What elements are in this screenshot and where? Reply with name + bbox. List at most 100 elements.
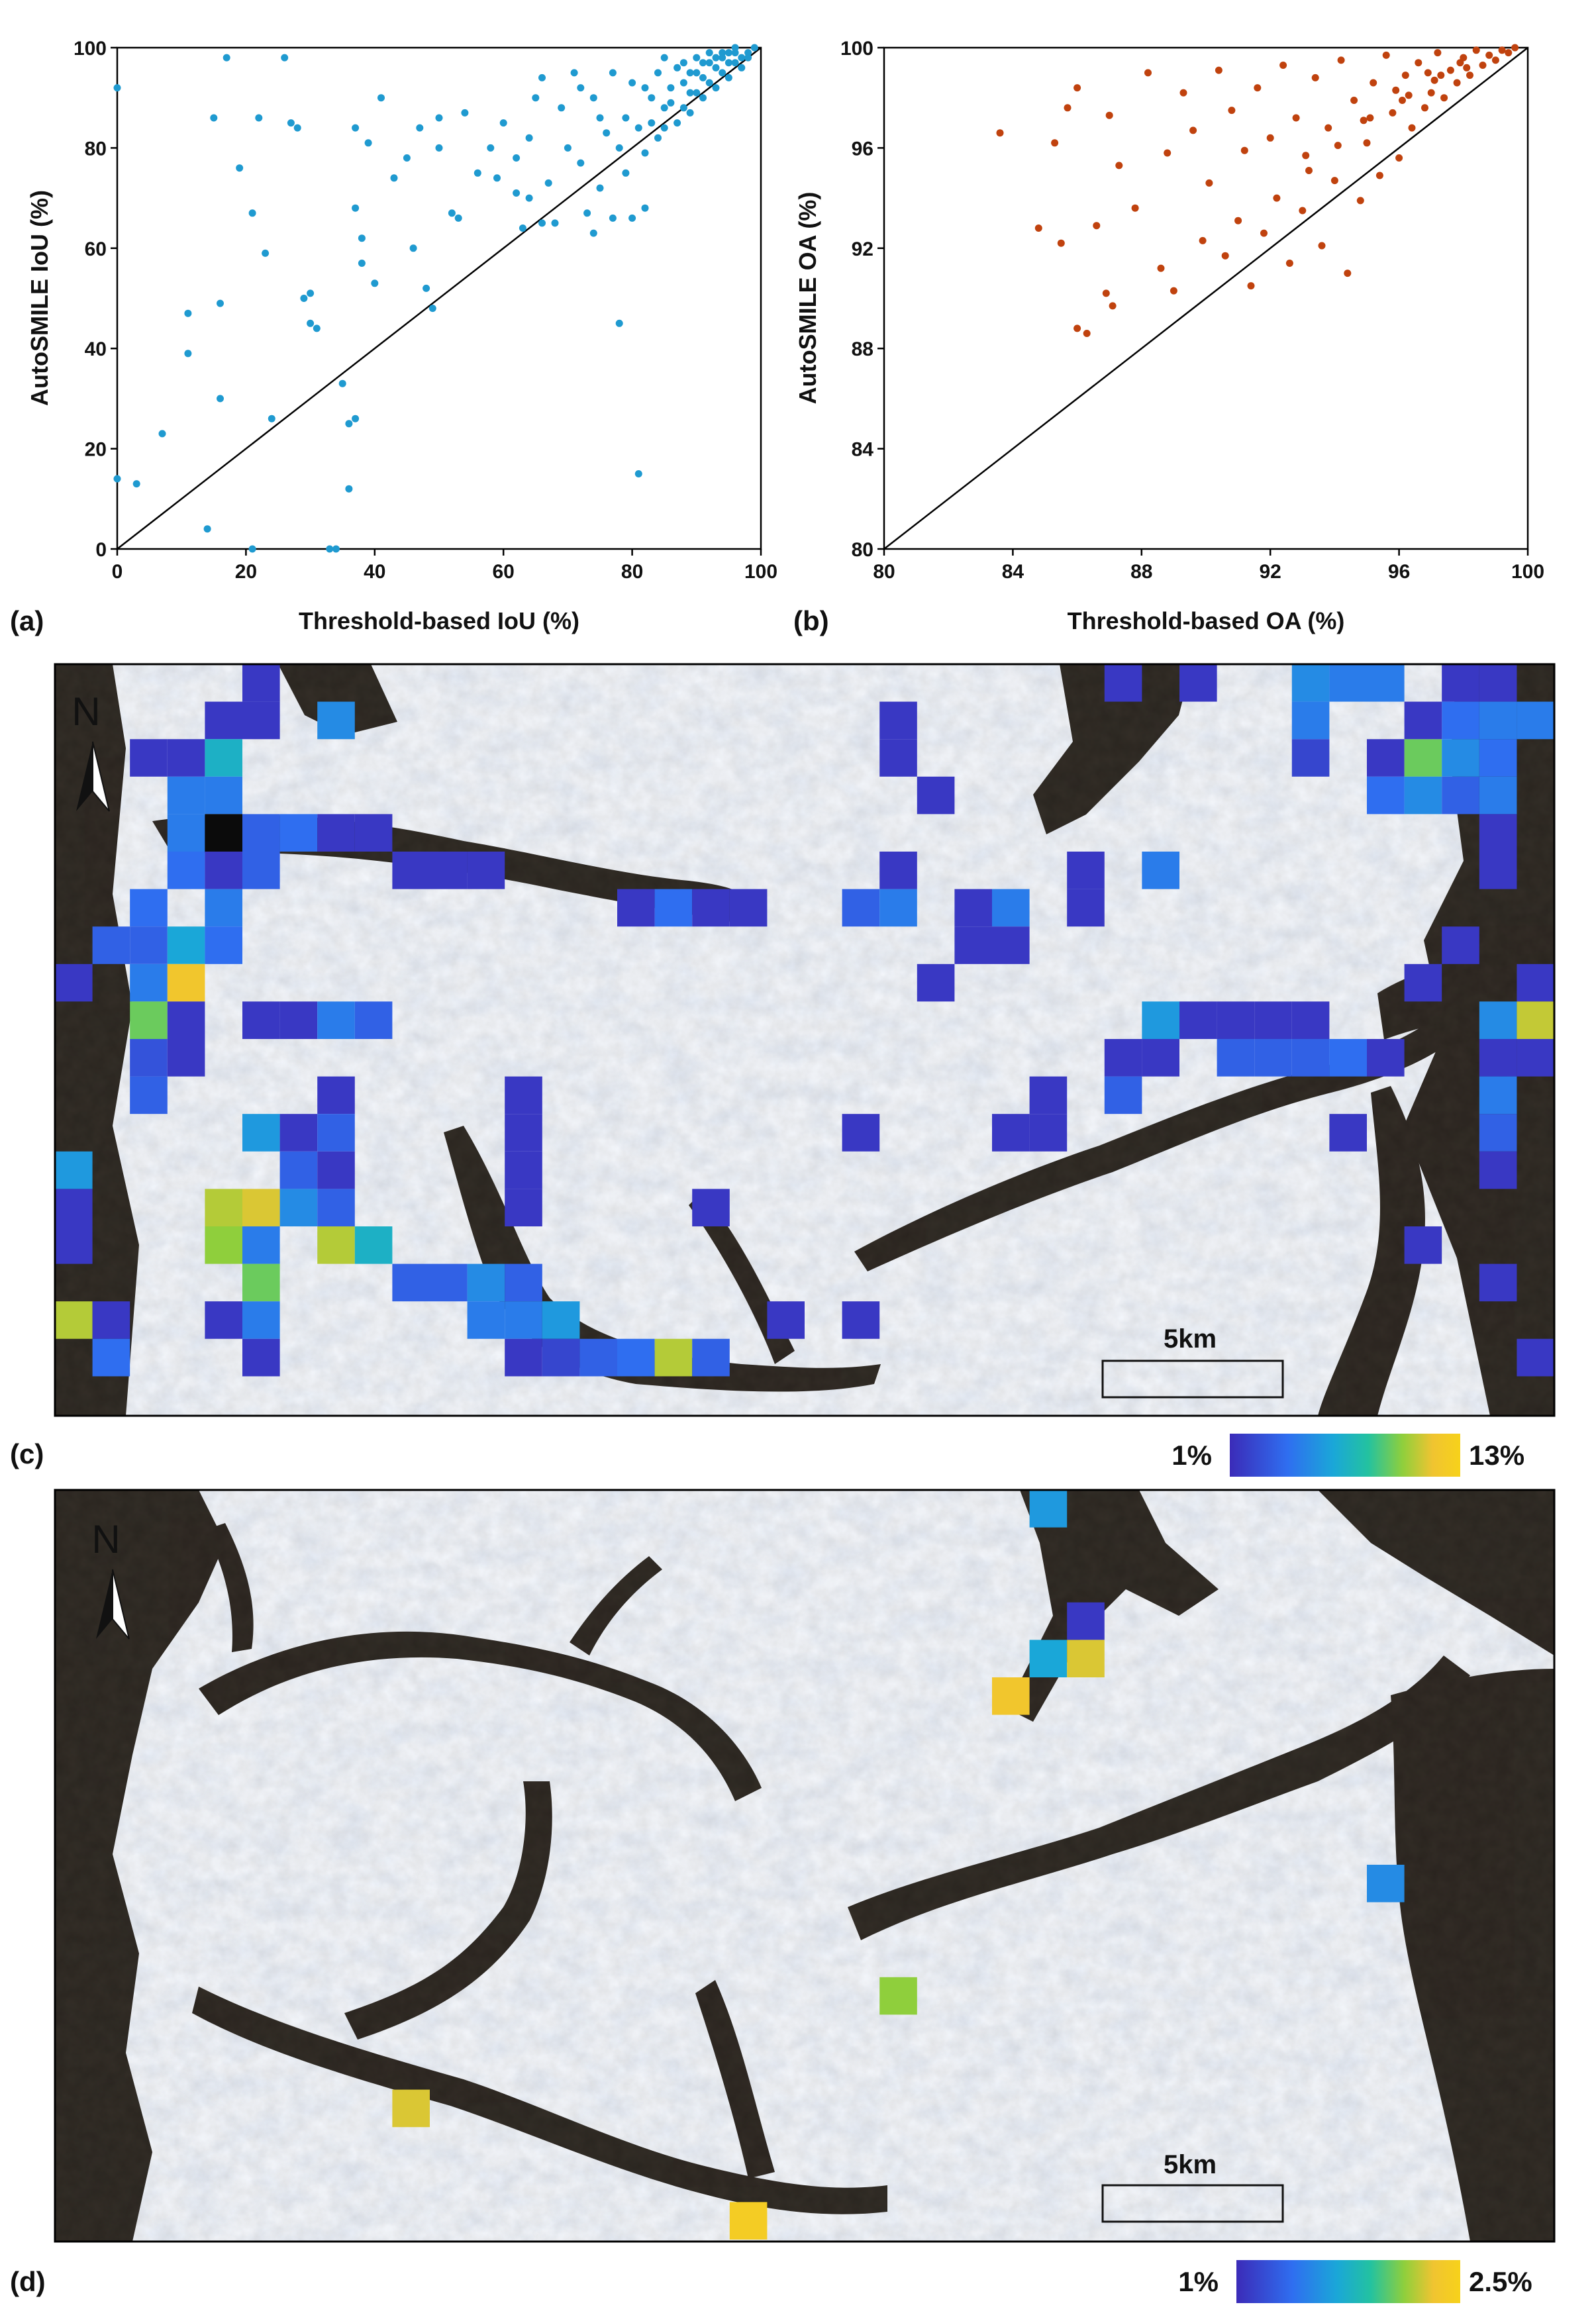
grid-cell-c (1479, 1001, 1517, 1039)
grid-cell-c (130, 889, 168, 927)
scatter-point-a (699, 59, 707, 67)
scatter-point-a (577, 84, 585, 92)
grid-cell-c (130, 963, 168, 1002)
scatter-oa: 80 84 88 92 96 100 80 84 88 92 96 100 Threshold-bas… (793, 38, 1544, 636)
grid-cell-c (1404, 776, 1442, 815)
grid-cell-c (879, 889, 917, 927)
scatter-point-a (667, 84, 675, 92)
grid-cell-c (1517, 701, 1554, 740)
reference-line-b (883, 47, 1528, 550)
scatter-point-a (377, 94, 385, 102)
colorbar-c: 1% 13% (1172, 1434, 1524, 1477)
grid-cell-c (167, 963, 205, 1002)
grid-cell-c (1442, 664, 1479, 702)
scatter-point-b (1254, 84, 1262, 92)
grid-cell-c (1291, 739, 1330, 777)
scatter-point-b (1234, 217, 1242, 224)
north-arrow-left-c (76, 742, 93, 811)
grid-cell-c (92, 926, 130, 964)
scatter-point-a (712, 84, 720, 92)
grid-cell-c (130, 926, 168, 964)
grid-cell-c (1479, 814, 1517, 852)
scatter-point-a (577, 159, 585, 167)
grid-cell-c (205, 1189, 242, 1226)
scatter-point-b (1498, 46, 1506, 54)
grid-cell-c (505, 1189, 542, 1226)
scatter-point-a (513, 189, 521, 197)
scatter-point-b (1093, 222, 1101, 230)
scatter-point-b (1456, 59, 1464, 67)
scatter-point-a (300, 295, 308, 302)
x-tick-label-b: 80 (873, 561, 895, 583)
scatter-point-a (731, 49, 739, 57)
panel-label-d: (d) (10, 2266, 46, 2297)
grid-cell-c (354, 1001, 393, 1039)
map-d: N 5km (d) 1% 2.5% (10, 1489, 1556, 2303)
grid-cell-c (654, 1338, 693, 1377)
scatter-point-a (705, 59, 713, 67)
grid-cell-c (954, 889, 992, 927)
grid-cell-c (542, 1301, 580, 1339)
grid-cell-c (1104, 664, 1142, 702)
scatter-point-a (423, 284, 430, 292)
grid-cell-c (205, 852, 242, 889)
grid-cell-c (505, 1114, 542, 1152)
scatter-point-a (326, 545, 334, 553)
y-tick-label-a: 100 (74, 38, 107, 60)
scatter-point-a (679, 59, 687, 67)
scatter-point-a (628, 79, 636, 87)
scatter-point-b (1434, 49, 1442, 57)
scatter-point-b (1199, 236, 1207, 244)
colorbar-d: 1% 2.5% (1178, 2260, 1532, 2303)
grid-cells-d (392, 1490, 1405, 2240)
grid-cell-c (317, 1226, 355, 1264)
grid-cell-c (279, 1114, 318, 1152)
scatter-point-b (1405, 91, 1413, 99)
scatter-point-b (1189, 126, 1197, 134)
grid-cell-c (1442, 926, 1479, 964)
scatter-point-b (1179, 89, 1187, 97)
scatter-point-b (1479, 62, 1487, 69)
scatter-point-a (641, 84, 649, 92)
grid-cell-c (167, 1039, 205, 1077)
scatter-point-a (641, 204, 649, 212)
grid-cell-c (1404, 963, 1442, 1002)
grid-cell-c (1179, 1001, 1217, 1039)
scatter-point-a (654, 69, 662, 77)
scatter-point-a (712, 64, 720, 72)
scatter-point-a (603, 129, 611, 137)
grid-cell-c (1217, 1039, 1255, 1077)
grid-cell-c (1329, 1039, 1367, 1077)
scatter-point-a (634, 470, 642, 477)
scatter-point-b (1463, 64, 1471, 72)
north-label-d: N (91, 1517, 120, 1561)
scatter-point-a (712, 54, 720, 62)
grid-cell-c (167, 776, 205, 815)
scatter-iou: 0 20 40 60 80 100 0 20 40 60 80 100 Threshold-based… (10, 38, 777, 636)
scatter-point-b (1446, 66, 1454, 74)
grid-cell-c (1517, 1338, 1554, 1377)
scatter-point-a (448, 209, 456, 217)
scatter-point-a (474, 169, 481, 177)
grid-cell-c (242, 1301, 280, 1339)
y-axis-title-a: AutoSMILE IoU (%) (26, 190, 53, 406)
grid-cell-c (242, 701, 280, 740)
grid-cell-c (1067, 852, 1105, 889)
scatter-point-b (1424, 69, 1432, 77)
scatter-point-b (1392, 86, 1400, 94)
scatter-point-a (358, 234, 366, 242)
grid-cell-c (205, 1226, 242, 1264)
grid-cell-c (205, 814, 242, 852)
y-tick-label-a: 40 (85, 338, 107, 360)
grid-cell-c (317, 1114, 355, 1152)
scatter-point-b (1330, 177, 1338, 185)
y-tick-label-b: 100 (840, 38, 873, 60)
grid-cell-c (317, 701, 355, 740)
scatter-point-b (1215, 66, 1222, 74)
scatter-point-b (1485, 51, 1493, 59)
scatter-point-a (679, 79, 687, 87)
grid-cell-c (1442, 701, 1479, 740)
x-tick-label-a: 80 (621, 561, 643, 583)
grid-cell-c (205, 926, 242, 964)
grid-cell-c (1142, 1001, 1179, 1039)
